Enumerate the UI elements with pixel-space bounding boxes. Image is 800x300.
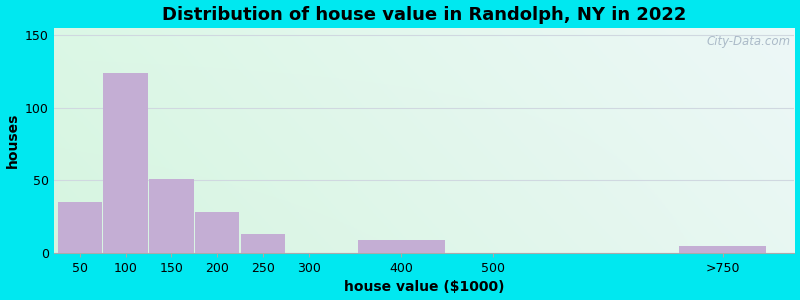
Bar (679, 246, 766, 253)
X-axis label: house value ($1000): house value ($1000) (344, 280, 504, 294)
Bar (358, 240, 445, 253)
Y-axis label: houses: houses (6, 113, 19, 168)
Bar (150, 179, 194, 253)
Bar (103, 73, 147, 253)
Title: Distribution of house value in Randolph, NY in 2022: Distribution of house value in Randolph,… (162, 6, 686, 24)
Bar (242, 234, 286, 253)
Bar (195, 212, 239, 253)
Text: City-Data.com: City-Data.com (706, 34, 790, 48)
Bar (58, 202, 102, 253)
